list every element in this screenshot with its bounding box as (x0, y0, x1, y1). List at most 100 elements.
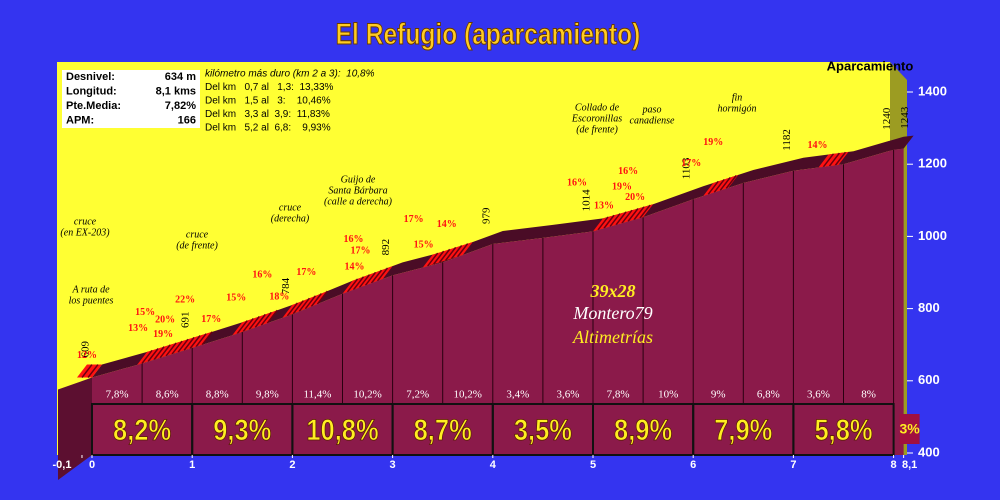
annotation: canadiense (630, 115, 676, 126)
annotation: (calle a derecha) (324, 196, 393, 207)
steep-label: 16% (618, 166, 638, 177)
note: kilómetro más duro (km 2 a 3): 10,8% (205, 69, 375, 80)
steep-stripe (451, 245, 463, 259)
annotation: (de frente) (176, 240, 218, 251)
steep-stripe (316, 290, 328, 305)
x-tick-label: 1 (189, 459, 195, 471)
note: Del km 3,3 al 3,9: 11,83% (205, 109, 330, 120)
altitude-label: 609 (80, 341, 92, 358)
steep-label: 12% (77, 350, 97, 361)
altitude-label: 979 (480, 207, 492, 224)
annotation: Escoronillas (571, 113, 622, 124)
steep-stripe (358, 274, 371, 289)
y-tick-label: 800 (918, 300, 940, 315)
steep-label: 13% (128, 323, 148, 334)
x-tick-label: 6 (690, 459, 696, 471)
steep-label: 14% (345, 262, 365, 273)
altitude-label: 784 (280, 277, 292, 294)
profile-front (92, 148, 904, 455)
segment-grade-label: 11,4% (303, 389, 331, 401)
x-tick-label: 3 (390, 459, 396, 471)
annotation: (en EX-203) (60, 227, 110, 238)
steep-label: 20% (625, 192, 645, 203)
annotation: cruce (74, 216, 97, 227)
steep-stripe (298, 297, 310, 312)
segment-grade-label: 8,8% (206, 389, 229, 401)
stat-name: Desnivel: (66, 71, 115, 83)
steep-label: 20% (155, 315, 175, 326)
annotation: paso (642, 104, 662, 115)
y-tick-label: 1000 (918, 228, 947, 243)
steep-stripe (370, 269, 383, 284)
altitude-label: 1103 (681, 157, 693, 179)
steep-stripe (177, 338, 189, 353)
stat-value: 7,82% (165, 100, 196, 112)
segment-grade-label: 10% (658, 389, 678, 401)
steep-stripe (603, 214, 615, 229)
annotation: cruce (279, 202, 302, 213)
steep-label: 14% (437, 219, 457, 230)
annotation: (derecha) (271, 213, 310, 224)
steep-label: 16% (567, 178, 587, 189)
km-grade-box (792, 403, 895, 456)
altitude-label: 1243 (899, 106, 911, 129)
segment-grade-label: 9% (711, 389, 726, 401)
steep-stripe (376, 267, 389, 282)
profile-left-side (58, 377, 92, 480)
segment-grade-label: 8% (861, 389, 876, 401)
steep-section (593, 204, 654, 232)
x-tick-label: 8,1 (902, 459, 917, 471)
steep-stripe (254, 313, 266, 328)
steep-stripe (834, 151, 847, 166)
steep-stripe (260, 311, 272, 326)
steep-label: 15% (414, 240, 434, 251)
steep-stripe (828, 152, 841, 167)
steep-stripe (639, 204, 651, 219)
stats-box (62, 70, 200, 128)
annotation: los puentes (69, 295, 114, 306)
steep-stripe (236, 320, 248, 334)
annotation: cruce (186, 229, 209, 240)
steep-stripe (195, 333, 207, 348)
steep-stripe (153, 346, 165, 361)
steep-stripe (609, 213, 621, 228)
km-grade-label: 5,8% (814, 413, 872, 446)
altitude-label: 691 (180, 311, 192, 328)
stat-value: 8,1 kms (156, 85, 196, 97)
km-grade-label: 7,9% (714, 413, 772, 446)
km-grade-label: 9,3% (213, 413, 271, 446)
altitude-label: 1182 (781, 129, 793, 151)
x-tick-label: 2 (289, 459, 295, 471)
segment-grade-label: 9,8% (256, 389, 279, 401)
steep-stripe (822, 153, 835, 168)
steep-label: 19% (703, 137, 723, 148)
y-tick-label: 1400 (918, 83, 947, 98)
steep-stripe (427, 252, 439, 267)
km-grade-label: 10,8% (306, 413, 379, 446)
stat-value: 166 (178, 114, 196, 126)
steep-label: 18% (269, 291, 289, 302)
note: Del km 1,5 al 3: 10,46% (205, 96, 331, 107)
annotation: A ruta de (71, 284, 110, 295)
steep-stripe (445, 246, 457, 261)
steep-label: 13% (594, 201, 614, 212)
segment-grade-label: 10,2% (353, 389, 381, 401)
steep-stripe (248, 315, 260, 330)
steep-label: 19% (612, 181, 632, 192)
segment-grade-label: 3,4% (506, 389, 529, 401)
y-tick-label: 600 (918, 372, 940, 387)
steep-stripe (457, 243, 469, 258)
steep-stripe (633, 206, 645, 221)
steep-stripe (87, 364, 99, 379)
watermark: Altimetrías (572, 327, 653, 347)
steep-stripe (597, 216, 609, 231)
km-grade-label: 3,5% (514, 413, 572, 446)
steep-label: 22% (175, 294, 195, 305)
steep-stripe (621, 209, 633, 224)
segment-grade-label: 7,8% (106, 389, 129, 401)
x-tick-label: 4 (490, 459, 497, 471)
steep-stripe (725, 175, 737, 189)
steep-stripe (266, 309, 278, 324)
steep-stripe (141, 349, 153, 364)
